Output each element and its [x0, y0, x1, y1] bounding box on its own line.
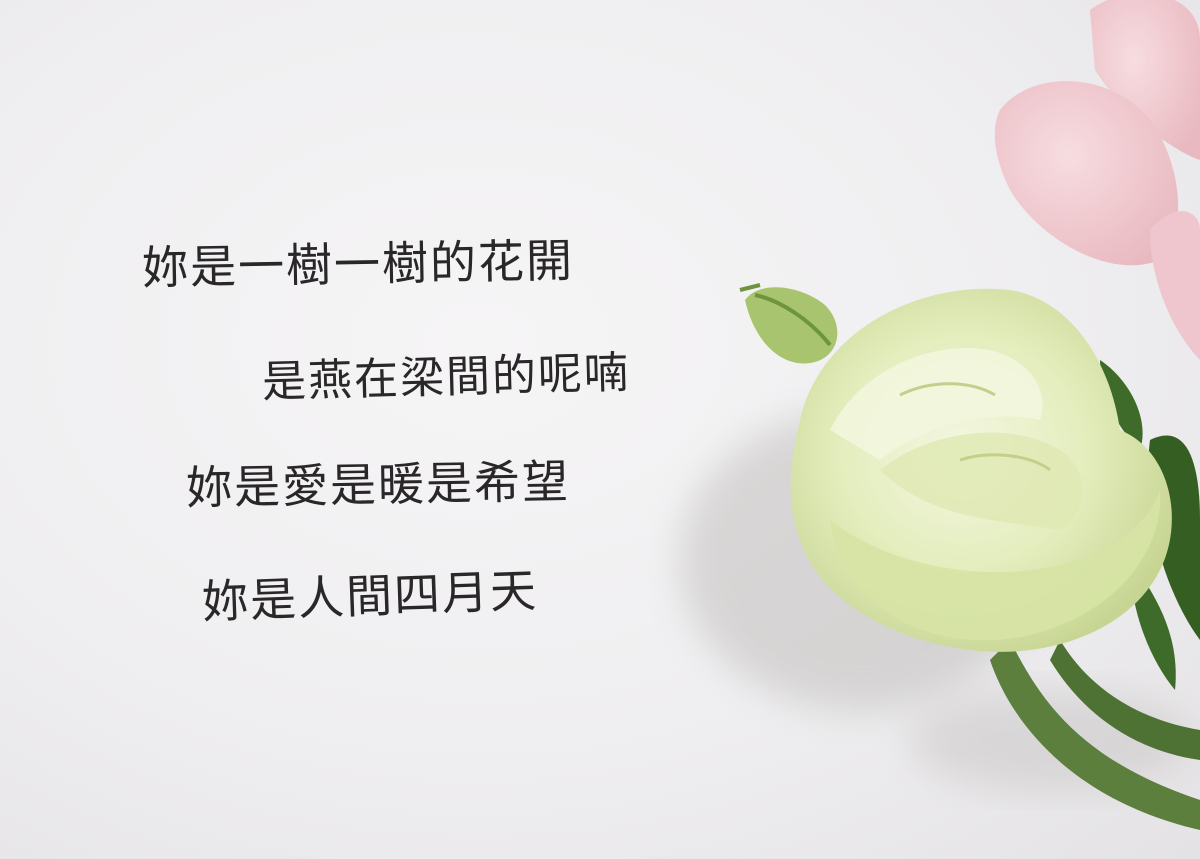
poem-line: 妳是愛是暖是希望 [185, 454, 571, 515]
rose-stem [990, 360, 1200, 830]
pink-petals [994, 0, 1200, 360]
rose-bloom [790, 288, 1172, 652]
handwritten-poem: 妳是一樹一樹的花開 是燕在梁間的呢喃 妳是愛是暖是希望 妳是人間四月天 [141, 233, 631, 629]
poem-line: 妳是一樹一樹的花開 [141, 233, 575, 295]
stem-shadow [910, 690, 1190, 790]
poem-line: 是燕在梁間的呢喃 [261, 347, 631, 408]
poem-line: 妳是人間四月天 [201, 563, 539, 629]
